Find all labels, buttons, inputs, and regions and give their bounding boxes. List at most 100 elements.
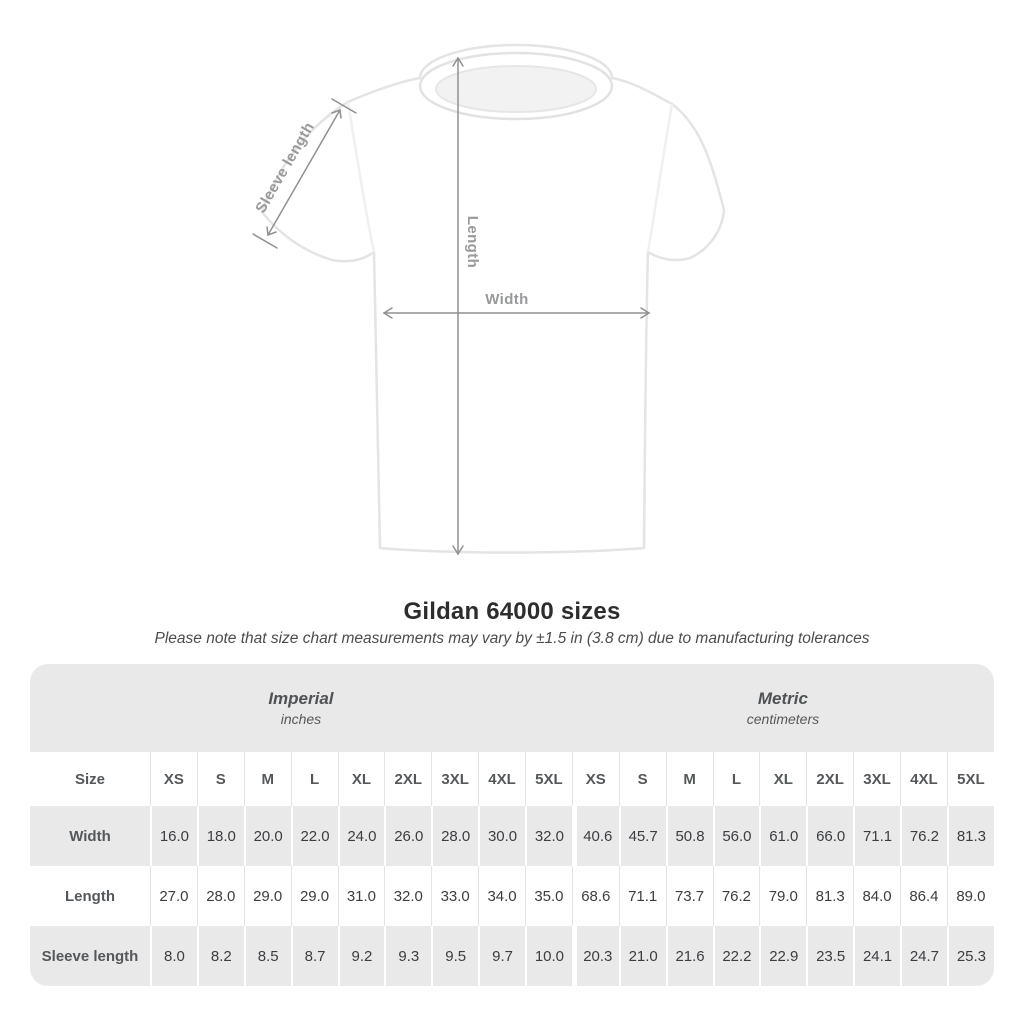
length-imperial-2xl: 32.0 (384, 866, 432, 926)
width-metric-5xl: 81.3 (946, 806, 994, 866)
tshirt-illustration: Sleeve length Length Width (252, 43, 726, 556)
row-label-sleeve-length: Sleeve length (30, 926, 150, 986)
size-column-header-metric-3xl: 3XL (853, 752, 900, 806)
size-corner-header: Size (30, 752, 150, 806)
width-metric-4xl: 76.2 (900, 806, 947, 866)
length-metric-s: 71.1 (618, 866, 666, 926)
width-imperial-5xl: 32.0 (525, 806, 572, 866)
tolerance-note: Please note that size chart measurements… (154, 630, 870, 647)
size-column-header-imperial-3xl: 3XL (431, 752, 479, 806)
length-metric-m: 73.7 (665, 866, 713, 926)
sleeve-imperial-l: 8.7 (290, 926, 338, 986)
imperial-group-title: Imperial (268, 688, 334, 708)
imperial-group-header: Imperial inches (30, 664, 572, 752)
size-column-header-metric-s: S (618, 752, 666, 806)
sleeve-imperial-2xl: 9.3 (384, 926, 432, 986)
size-column-header-metric-2xl: 2XL (806, 752, 854, 806)
length-imperial-xs: 27.0 (150, 866, 197, 926)
width-metric-l: 56.0 (712, 806, 760, 866)
row-label-length: Length (30, 866, 150, 926)
length-imperial-3xl: 33.0 (431, 866, 479, 926)
size-column-header-metric-xl: XL (759, 752, 807, 806)
sleeve-metric-5xl: 25.3 (946, 926, 994, 986)
sleeve-metric-2xl: 23.5 (806, 926, 854, 986)
size-column-header-imperial-s: S (196, 752, 244, 806)
metric-group-header: Metric centimeters (571, 664, 994, 752)
metric-group-unit: centimeters (746, 710, 820, 727)
size-column-header-imperial-l: L (290, 752, 338, 806)
length-metric-4xl: 86.4 (900, 866, 947, 926)
length-metric-2xl: 81.3 (806, 866, 854, 926)
size-column-header-imperial-xl: XL (337, 752, 385, 806)
width-metric-xl: 61.0 (759, 806, 807, 866)
length-imperial-l: 29.0 (290, 866, 338, 926)
length-metric-l: 76.2 (712, 866, 760, 926)
size-column-header-metric-5xl: 5XL (946, 752, 994, 806)
width-imperial-xs: 16.0 (150, 806, 197, 866)
width-imperial-2xl: 26.0 (384, 806, 432, 866)
sleeve-metric-l: 22.2 (712, 926, 760, 986)
size-column-header-imperial-xs: XS (150, 752, 197, 806)
metric-group-title: Metric (757, 688, 808, 708)
length-metric-xs: 68.6 (571, 866, 619, 926)
size-column-header-imperial-5xl: 5XL (525, 752, 572, 806)
width-imperial-l: 22.0 (290, 806, 338, 866)
size-column-header-metric-l: L (712, 752, 760, 806)
length-arrow (452, 56, 464, 556)
sleeve-imperial-3xl: 9.5 (431, 926, 479, 986)
sleeve-imperial-xs: 8.0 (150, 926, 197, 986)
row-label-width: Width (30, 806, 150, 866)
length-imperial-xl: 31.0 (337, 866, 385, 926)
sleeve-metric-4xl: 24.7 (900, 926, 947, 986)
width-imperial-4xl: 30.0 (478, 806, 525, 866)
length-metric-3xl: 84.0 (853, 866, 900, 926)
size-column-header-metric-xs: XS (571, 752, 619, 806)
table-row-length: Length 27.0 28.0 29.0 29.0 31.0 32.0 33.… (30, 866, 994, 926)
sleeve-imperial-4xl: 9.7 (478, 926, 525, 986)
length-imperial-5xl: 35.0 (525, 866, 572, 926)
sleeve-metric-3xl: 24.1 (853, 926, 900, 986)
length-label: Length (464, 216, 481, 268)
size-table: Imperial inches Metric centimeters Size … (30, 664, 994, 986)
sleeve-metric-m: 21.6 (665, 926, 713, 986)
length-metric-5xl: 89.0 (946, 866, 994, 926)
width-metric-m: 50.8 (665, 806, 713, 866)
width-imperial-xl: 24.0 (337, 806, 385, 866)
length-imperial-s: 28.0 (196, 866, 244, 926)
width-metric-2xl: 66.0 (806, 806, 854, 866)
size-table-grid: Imperial inches Metric centimeters Size … (30, 664, 994, 986)
tshirt-figure: Sleeve length Length Width (252, 43, 726, 556)
sleeve-imperial-s: 8.2 (196, 926, 244, 986)
sleeve-metric-xs: 20.3 (571, 926, 619, 986)
size-column-header-metric-4xl: 4XL (900, 752, 947, 806)
width-imperial-3xl: 28.0 (431, 806, 479, 866)
sleeve-imperial-m: 8.5 (243, 926, 291, 986)
length-imperial-m: 29.0 (243, 866, 291, 926)
imperial-group-unit: inches (280, 710, 322, 727)
sleeve-length-arrow (252, 98, 357, 249)
width-metric-3xl: 71.1 (853, 806, 900, 866)
size-column-header-metric-m: M (665, 752, 713, 806)
width-label: Width (485, 291, 529, 308)
size-column-header-imperial-m: M (243, 752, 291, 806)
tshirt-shape (260, 43, 726, 554)
sleeve-metric-s: 21.0 (618, 926, 666, 986)
width-imperial-m: 20.0 (243, 806, 291, 866)
size-column-header-imperial-4xl: 4XL (478, 752, 525, 806)
size-column-header-imperial-2xl: 2XL (384, 752, 432, 806)
sleeve-imperial-5xl: 10.0 (525, 926, 572, 986)
table-row-sleeve-length: Sleeve length 8.0 8.2 8.5 8.7 9.2 9.3 9.… (30, 926, 994, 986)
sleeve-imperial-xl: 9.2 (337, 926, 385, 986)
page-title: Gildan 64000 sizes (403, 598, 621, 625)
width-imperial-s: 18.0 (196, 806, 244, 866)
width-arrow (382, 307, 651, 319)
size-header-row: Size XS S M L XL 2XL 3XL 4XL 5XL XS S M … (30, 752, 994, 806)
width-metric-xs: 40.6 (571, 806, 619, 866)
sleeve-metric-xl: 22.9 (759, 926, 807, 986)
length-imperial-4xl: 34.0 (478, 866, 525, 926)
width-metric-s: 45.7 (618, 806, 666, 866)
table-row-width: Width 16.0 18.0 20.0 22.0 24.0 26.0 28.0… (30, 806, 994, 866)
length-metric-xl: 79.0 (759, 866, 807, 926)
unit-group-row: Imperial inches Metric centimeters (30, 664, 994, 752)
